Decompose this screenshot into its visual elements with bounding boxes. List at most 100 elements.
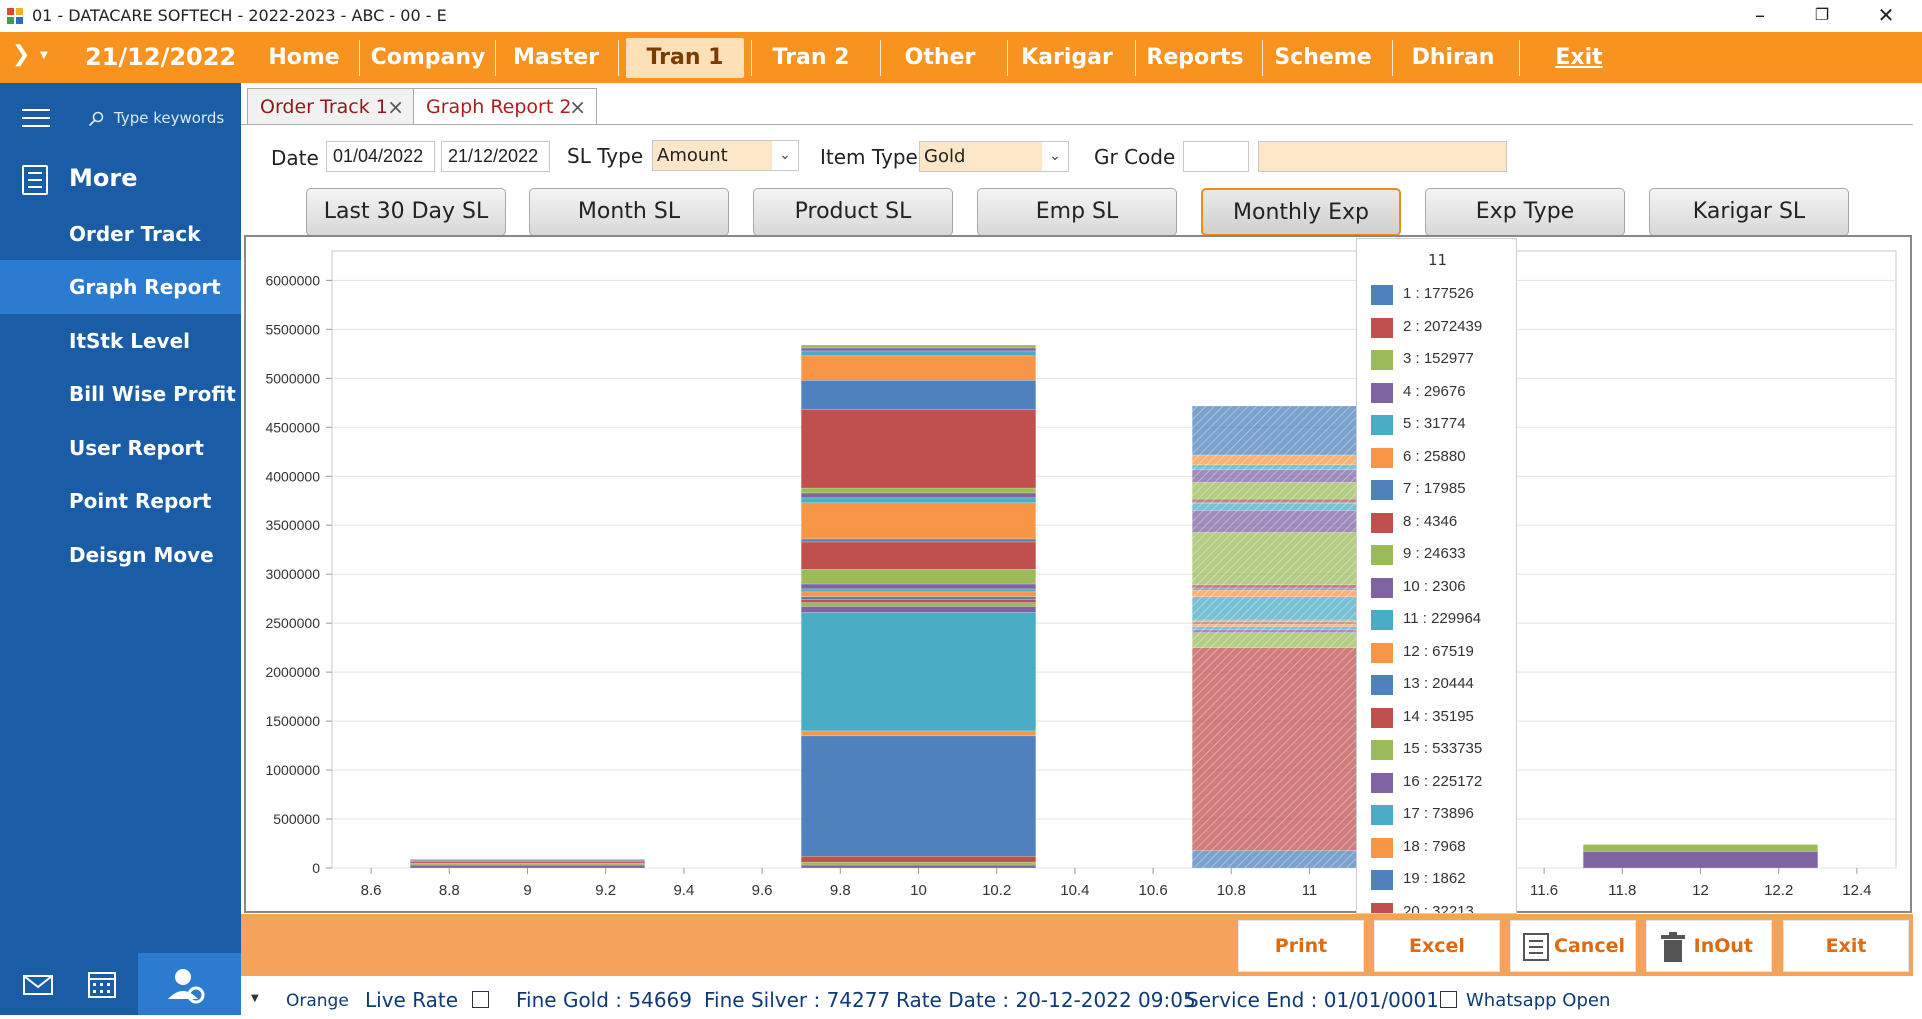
document-icon	[22, 165, 48, 195]
excel-button[interactable]: Excel	[1374, 920, 1500, 972]
sidebar-item-point-report[interactable]: Point Report	[69, 489, 212, 513]
close-window-button[interactable]: ✕	[1877, 3, 1895, 27]
y-tick-label: 4500000	[265, 419, 320, 435]
inout-button[interactable]: InOut	[1646, 920, 1772, 972]
legend-swatch	[1371, 382, 1393, 403]
legend-swatch	[1371, 870, 1393, 890]
menu-dhiran[interactable]: Dhiran	[1411, 45, 1495, 70]
y-tick-label: 3500000	[265, 517, 320, 533]
bar-segment	[800, 502, 1037, 540]
legend-label: 9 : 24633	[1403, 545, 1466, 562]
sidebar-item-itstk-level[interactable]: ItStk Level	[69, 329, 190, 353]
menu-exit[interactable]: Exit	[1555, 45, 1603, 70]
x-tick-label: 12.2	[1764, 882, 1793, 899]
live-rate-checkbox[interactable]	[472, 991, 489, 1008]
sidebar-item-user-report[interactable]: User Report	[69, 436, 204, 460]
legend-label: 13 : 20444	[1403, 675, 1474, 692]
status-dropdown-icon[interactable]: ▼	[251, 993, 259, 1004]
legend-label: 4 : 29676	[1403, 382, 1466, 400]
menu-tran-1[interactable]: Tran 1	[626, 38, 744, 78]
legend-label: 8 : 4346	[1403, 512, 1458, 530]
legend-swatch	[1371, 642, 1393, 663]
last-30-day-sl-button[interactable]: Last 30 Day SL	[306, 188, 506, 236]
legend-swatch	[1371, 317, 1393, 338]
current-date: 21/12/2022	[85, 43, 237, 71]
print-button[interactable]: Print	[1238, 920, 1364, 972]
monthly-exp-button[interactable]: Monthly Exp	[1201, 188, 1401, 236]
minimize-button[interactable]: –	[1755, 3, 1765, 27]
hamburger-icon[interactable]	[22, 109, 50, 129]
month-sl-button[interactable]: Month SL	[529, 188, 729, 236]
restore-button[interactable]: ❐	[1814, 5, 1830, 24]
title-bar: 01 - DATACARE SOFTECH - 2022-2023 - ABC …	[0, 0, 1922, 32]
whatsapp-open-checkbox[interactable]	[1440, 991, 1457, 1008]
bar-segment	[1582, 844, 1819, 852]
legend-swatch	[1371, 707, 1393, 728]
rate-date: Rate Date : 20-12-2022 09:05	[896, 988, 1196, 1012]
sl-type-value: Amount	[657, 145, 728, 166]
legend-swatch	[1371, 675, 1393, 695]
x-tick-label: 10.2	[982, 882, 1011, 899]
x-tick-label: 12	[1692, 882, 1709, 899]
legend-label: 5 : 31774	[1403, 415, 1466, 432]
document-list-icon	[1523, 933, 1549, 961]
mail-icon[interactable]	[10, 953, 70, 1015]
cancel-label: Cancel	[1554, 935, 1625, 957]
close-tab-icon[interactable]: ×	[569, 95, 586, 119]
product-sl-button[interactable]: Product SL	[753, 188, 953, 236]
sidebar-item-deisgn-move[interactable]: Deisgn Move	[69, 543, 214, 567]
bar-segment	[800, 612, 1037, 732]
x-tick-label: 10.6	[1138, 882, 1167, 899]
menu-dropdown-icon[interactable]: ▼	[40, 50, 48, 61]
karigar-sl-button[interactable]: Karigar SL	[1649, 188, 1849, 236]
menu-karigar[interactable]: Karigar	[1021, 45, 1113, 70]
legend-swatch	[1371, 902, 1393, 913]
tab-order-track-1[interactable]: Order Track 1 ×	[247, 88, 415, 125]
exp-type-button[interactable]: Exp Type	[1425, 188, 1625, 236]
x-tick-label: 10.4	[1060, 882, 1089, 899]
menu-master[interactable]: Master	[512, 45, 600, 70]
legend-label: 20 : 32213	[1403, 902, 1474, 914]
bar-segment	[800, 487, 1037, 494]
date-to-input[interactable]: 21/12/2022	[441, 141, 550, 172]
sl-type-label: SL Type	[567, 144, 644, 168]
menu-company[interactable]: Company	[370, 45, 486, 70]
item-type-value: Gold	[924, 146, 966, 167]
sl-type-select[interactable]: Amount ⌄	[652, 140, 799, 171]
menu-other[interactable]: Other	[904, 45, 976, 70]
service-end: Service End : 01/01/0001	[1186, 988, 1440, 1012]
x-tick-label: 11.8	[1608, 882, 1636, 899]
cancel-button[interactable]: Cancel	[1510, 920, 1636, 972]
menu-toggle-icon[interactable]: ❯	[12, 42, 31, 67]
calendar-icon[interactable]	[72, 953, 132, 1015]
emp-sl-button[interactable]: Emp SL	[977, 188, 1177, 236]
menu-scheme[interactable]: Scheme	[1274, 45, 1372, 70]
document-tabs: Order Track 1 × Graph Report 2 ×	[241, 83, 1922, 125]
trash-icon	[1661, 932, 1685, 962]
tab-graph-report-2[interactable]: Graph Report 2 ×	[413, 88, 597, 125]
bar-segment	[800, 347, 1037, 352]
bar-segment	[800, 568, 1037, 585]
fine-gold: Fine Gold : 54669	[516, 988, 693, 1012]
monthly-exp-chart[interactable]: 0 500000 1000000 1500000 2000000 2500000 30000…	[246, 237, 1910, 911]
legend-label: 1 : 177526	[1403, 285, 1474, 302]
menu-tran-2[interactable]: Tran 2	[772, 45, 850, 70]
sidebar-item-order-track[interactable]: Order Track	[69, 222, 201, 246]
sidebar-item-bill-wise-profit[interactable]: Bill Wise Profit	[69, 382, 236, 406]
menu-reports[interactable]: Reports	[1146, 45, 1244, 70]
gr-code-label: Gr Code	[1094, 145, 1176, 169]
legend-swatch	[1371, 545, 1393, 565]
item-type-select[interactable]: Gold ⌄	[919, 141, 1069, 172]
date-from-input[interactable]: 01/04/2022	[326, 141, 435, 172]
bar-segment	[800, 409, 1037, 489]
theme-name[interactable]: Orange	[286, 991, 349, 1011]
close-tab-icon[interactable]: ×	[387, 95, 404, 119]
gr-code-input[interactable]	[1183, 141, 1249, 172]
user-settings-tab[interactable]	[138, 953, 241, 1015]
sidebar-search-input[interactable]: Type keywords	[114, 109, 225, 127]
exit-button[interactable]: Exit	[1783, 920, 1909, 972]
menu-home[interactable]: Home	[268, 45, 340, 70]
sidebar-item-graph-report[interactable]: Graph Report	[0, 260, 241, 314]
y-tick-label: 500000	[273, 811, 320, 827]
gr-name-input[interactable]	[1258, 141, 1507, 172]
